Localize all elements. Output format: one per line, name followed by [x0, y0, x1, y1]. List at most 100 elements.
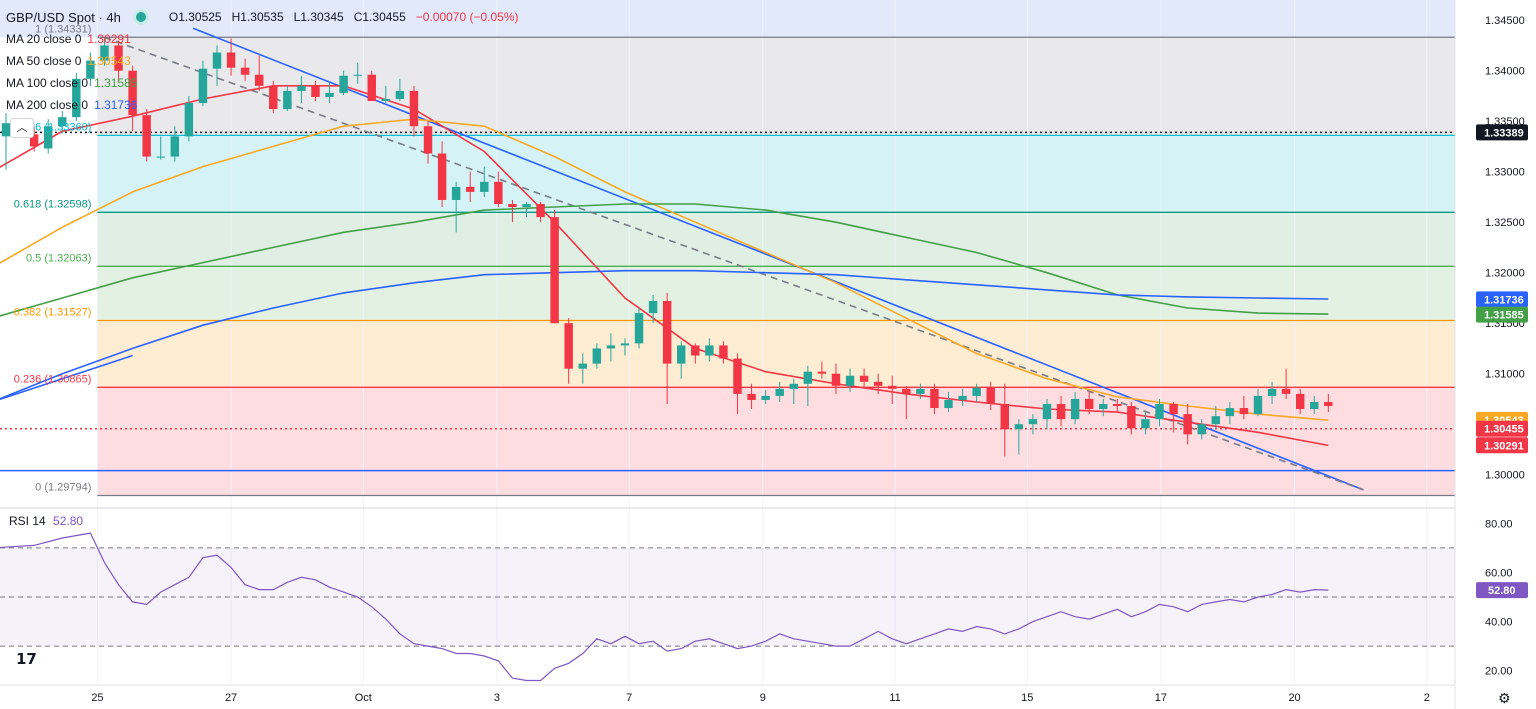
candle-body — [817, 371, 827, 374]
candle-body — [634, 313, 644, 344]
fib-level-label: 1 (1.34331) — [35, 23, 91, 35]
candle-body — [536, 204, 545, 218]
candle-body — [1084, 398, 1094, 410]
fib-band — [97, 387, 1455, 496]
candle-body — [142, 115, 151, 157]
candle-body — [592, 348, 602, 364]
rsi-legend-label: RSI 14 — [9, 514, 46, 528]
ma-legend-row[interactable]: MA 20 close 0 1.30291 — [6, 28, 519, 50]
fib-band — [97, 135, 1455, 213]
time-tick-label: 20 — [1288, 692, 1300, 704]
time-tick-label: 7 — [626, 692, 632, 704]
ma-legend-label: MA 200 close 0 — [6, 98, 89, 112]
candle-body — [58, 117, 67, 127]
candle-body — [1099, 404, 1108, 410]
candle-body — [1281, 388, 1291, 394]
tradingview-logo-icon[interactable]: 17 — [16, 650, 37, 668]
price-badge-label: 1.30291 — [1484, 440, 1524, 452]
fib-band — [97, 320, 1455, 388]
candle-body — [916, 388, 925, 394]
moving-average-line — [0, 269, 1329, 400]
ma-legend-label: MA 20 close 0 — [6, 32, 82, 46]
time-tick-label: 2 — [1424, 692, 1430, 704]
candle-body — [1127, 406, 1136, 429]
time-tick-label: 25 — [91, 692, 103, 704]
ma-legend-row[interactable]: MA 200 close 0 1.31736 — [6, 94, 519, 116]
candle-body — [564, 323, 573, 369]
time-tick-label: 15 — [1021, 692, 1033, 704]
candle-body — [423, 126, 433, 154]
candle-body — [1113, 404, 1122, 407]
candle-body — [297, 85, 306, 91]
ohlc-close: C1.30455 — [353, 10, 406, 24]
moving-average-line — [0, 118, 1329, 421]
trendlines — [0, 27, 1364, 491]
candle-body — [986, 387, 995, 404]
time-tick-label: 27 — [225, 692, 237, 704]
candle-body — [944, 399, 953, 409]
candle-body — [269, 85, 278, 110]
candle-body — [1000, 404, 1009, 430]
candle-body — [1295, 393, 1305, 410]
price-badge-label: 1.31736 — [1484, 294, 1524, 306]
candle-body — [170, 136, 180, 157]
candle-body — [578, 363, 587, 369]
candle-body — [1014, 424, 1024, 430]
candle-body — [1056, 404, 1066, 420]
trendline — [192, 27, 1364, 491]
candle-body — [789, 383, 798, 389]
candle-body — [1070, 398, 1080, 420]
rsi-legend[interactable]: RSI 14 52.80 — [9, 514, 83, 528]
candle-body — [353, 74, 362, 76]
candle-body — [381, 98, 391, 101]
ma-legend-row[interactable]: MA 50 close 0 1.30543 — [6, 50, 519, 72]
candle-body — [902, 388, 911, 394]
price-badge — [1476, 291, 1528, 308]
eye-icon[interactable] — [132, 9, 149, 25]
time-tick-label: Oct — [355, 692, 372, 704]
fib-level-label: 0 (1.29794) — [35, 482, 91, 494]
candle-body — [1239, 408, 1249, 415]
candle-body — [831, 373, 841, 386]
moving-averages — [0, 85, 1329, 447]
price-tick-label: 1.31000 — [1485, 369, 1525, 381]
candle-body — [1155, 404, 1164, 420]
candle-body — [972, 387, 981, 396]
candle-body — [1197, 424, 1206, 435]
candle-body — [240, 67, 250, 75]
candle-body — [1211, 416, 1221, 425]
fibonacci-labels: 1 (1.34331)0.786 (1.33360)0.618 (1.32598… — [14, 23, 92, 493]
ma-legend-value: 1.30291 — [87, 32, 131, 46]
candles — [1, 37, 1333, 457]
rsi-legend-value: 52.80 — [53, 514, 84, 528]
fib-level-label: 0.618 (1.32598) — [14, 198, 92, 210]
price-badge-label: 1.31585 — [1484, 310, 1524, 322]
candle-body — [1169, 404, 1178, 415]
time-tick-label: 11 — [889, 692, 900, 704]
ohlc-change: −0.00070 (−0.05%) — [415, 10, 519, 24]
candle-body — [1310, 401, 1319, 410]
time-tick-label: 3 — [494, 692, 500, 704]
price-badge-label: 1.30455 — [1484, 424, 1524, 436]
moving-average-line — [0, 85, 1329, 447]
candle-body — [1028, 419, 1038, 425]
price-tick-label: 1.32000 — [1485, 268, 1525, 280]
candle-body — [888, 385, 897, 389]
trendline — [104, 36, 1364, 491]
candle-body — [761, 395, 770, 400]
candle-body — [156, 156, 165, 158]
chart-legend: GBP/USD Spot · 4h O1.30525 H1.30535 L1.3… — [6, 6, 519, 116]
candle-body — [43, 126, 53, 149]
candle-body — [494, 181, 503, 205]
gear-icon[interactable]: ⚙ — [1498, 690, 1511, 706]
candle-body — [226, 52, 236, 68]
candle-body — [254, 74, 264, 86]
candle-body — [395, 90, 405, 99]
ma-legend-row[interactable]: MA 100 close 0 1.31585 — [6, 72, 519, 94]
candle-body — [100, 45, 109, 61]
symbol-title[interactable]: GBP/USD Spot · 4h — [6, 9, 121, 25]
candle-body — [522, 204, 531, 208]
rsi-badge-label: 52.80 — [1488, 585, 1516, 597]
chevron-up-icon[interactable]: ︿ — [10, 118, 34, 138]
